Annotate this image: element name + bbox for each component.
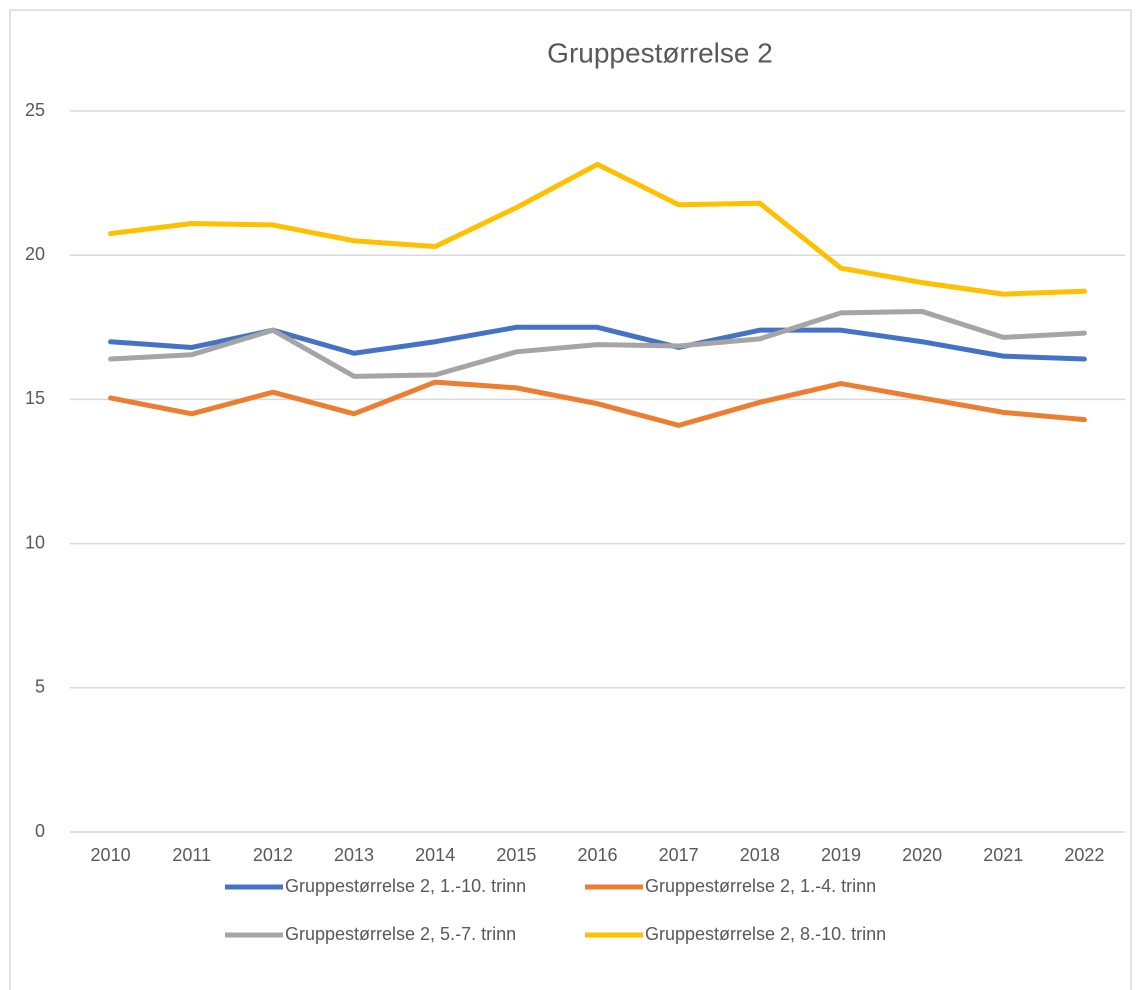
x-tick-label: 2018	[740, 845, 780, 865]
x-tick-label: 2021	[983, 845, 1023, 865]
series-line	[108, 161, 1087, 297]
x-tick-label: 2017	[659, 845, 699, 865]
y-tick-label: 10	[25, 532, 45, 552]
x-tick-label: 2013	[334, 845, 374, 865]
x-tick-label: 2012	[253, 845, 293, 865]
y-tick-label: 20	[25, 244, 45, 264]
x-tick-label: 2014	[415, 845, 455, 865]
y-tick-label: 25	[25, 100, 45, 120]
chart-title: Gruppestørrelse 2	[547, 37, 773, 68]
chart-frame	[9, 9, 1132, 990]
x-tick-label: 2019	[821, 845, 861, 865]
legend-label: Gruppestørrelse 2, 5.-7. trinn	[285, 924, 516, 944]
x-tick-label: 2011	[172, 845, 211, 865]
series-line	[108, 308, 1087, 379]
y-tick-label: 0	[35, 821, 45, 841]
x-tick-label: 2016	[577, 845, 617, 865]
y-tick-label: 5	[35, 677, 45, 697]
x-tick-label: 2022	[1064, 845, 1104, 865]
y-tick-label: 15	[25, 388, 45, 408]
x-tick-label: 2010	[91, 845, 131, 865]
legend-label: Gruppestørrelse 2, 8.-10. trinn	[645, 924, 886, 944]
x-tick-label: 2015	[496, 845, 536, 865]
x-tick-label: 2020	[902, 845, 942, 865]
series-line	[108, 379, 1087, 428]
legend-label: Gruppestørrelse 2, 1.-10. trinn	[285, 876, 526, 896]
legend-label: Gruppestørrelse 2, 1.-4. trinn	[645, 876, 876, 896]
